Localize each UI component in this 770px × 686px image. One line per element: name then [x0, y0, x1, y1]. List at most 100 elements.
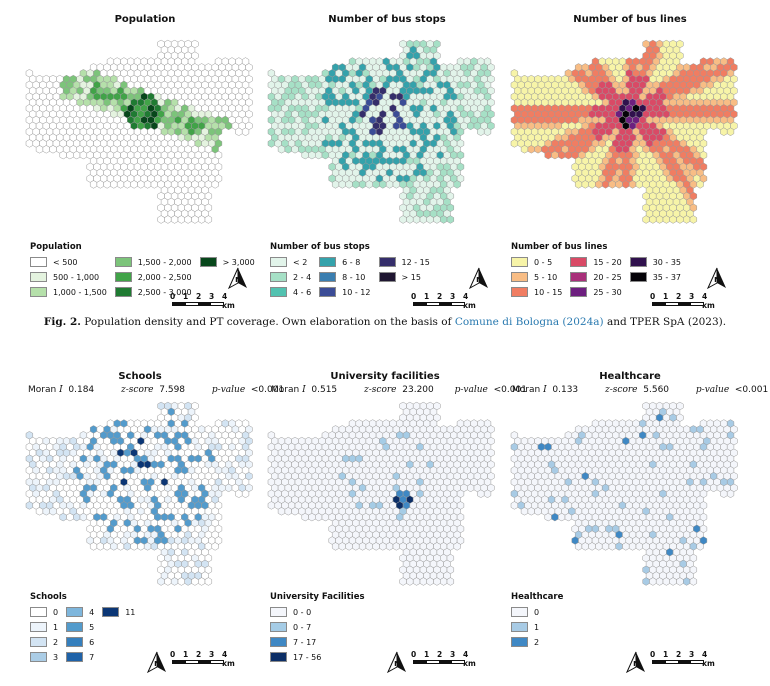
- hex-cell: [601, 542, 610, 551]
- hex-cell: [331, 542, 340, 551]
- legend-label: 1: [53, 622, 59, 632]
- hex-cell: [655, 577, 664, 586]
- bus-stops-hex-map: [267, 39, 495, 224]
- legend-swatch: [270, 287, 287, 297]
- legend-label: > 15: [401, 272, 421, 282]
- legend-label: 3: [53, 652, 59, 662]
- schools-moran-stats: Moran I 0.184 z-score 7.598 p-value <0.0…: [28, 385, 285, 395]
- hex-cell: [588, 542, 596, 551]
- legend-swatch: [511, 637, 528, 647]
- hex-cell: [204, 215, 213, 224]
- hex-cell: [477, 127, 485, 136]
- hex-cell: [372, 542, 380, 551]
- legend-item: 2,500 - 3,000: [114, 286, 192, 298]
- legend-swatch: [30, 637, 47, 647]
- hex-cell: [453, 542, 461, 551]
- legend-swatch: [378, 257, 396, 267]
- legend-title: Population: [30, 242, 82, 252]
- hex-cell: [669, 215, 677, 224]
- hex-cell: [683, 577, 691, 586]
- hex-cell: [440, 577, 448, 586]
- legend-item: 2 - 4: [270, 271, 311, 283]
- legend-item: 10 - 15: [511, 286, 562, 298]
- svg-text:N: N: [714, 276, 720, 284]
- hex-cell: [25, 139, 34, 148]
- legend-swatch: [114, 287, 132, 297]
- legend-swatch: [30, 652, 47, 662]
- hex-cell: [89, 180, 98, 189]
- hex-cell: [103, 180, 111, 189]
- hex-cell: [433, 577, 441, 586]
- hex-cell: [527, 507, 535, 516]
- hex-cell: [510, 501, 519, 510]
- hex-cell: [211, 180, 219, 189]
- hex-cell: [426, 215, 434, 224]
- legend-item: 0 - 0: [270, 606, 365, 618]
- map-title: Number of bus stops: [328, 14, 446, 25]
- hex-cell: [676, 215, 684, 224]
- hex-cell: [628, 542, 637, 551]
- legend-swatch: [511, 622, 528, 632]
- legend-item: 25 - 30: [570, 286, 622, 298]
- legend-label: 0 - 7: [293, 622, 312, 632]
- legend-item: 11: [102, 606, 135, 618]
- hex-cell: [73, 150, 81, 160]
- hex-cell: [73, 512, 81, 522]
- hex-cell: [89, 542, 98, 551]
- legend-title: Number of bus lines: [511, 242, 608, 252]
- legend-item: > 3,000: [199, 256, 255, 268]
- svg-text:N: N: [235, 276, 241, 284]
- hex-cell: [35, 145, 44, 154]
- hex-cell: [446, 577, 455, 586]
- hex-cell: [544, 150, 552, 160]
- north-arrow-icon: N: [146, 651, 166, 674]
- legend-swatch: [270, 622, 287, 632]
- legend-swatch: [319, 287, 337, 297]
- hex-cell: [453, 180, 461, 189]
- map-title-university: University facilities: [330, 371, 440, 382]
- hex-cell: [110, 542, 118, 551]
- legend-label: 0: [534, 607, 540, 617]
- legend-swatch: [199, 257, 217, 267]
- legend-label: 1: [534, 622, 540, 632]
- legend-item: 1: [511, 621, 563, 633]
- hex-cell: [150, 180, 158, 189]
- hex-cell: [510, 139, 519, 148]
- legend-item: 500 - 1,000: [30, 271, 107, 283]
- hex-cell: [406, 577, 414, 586]
- hex-cell: [683, 215, 691, 224]
- legend-swatch: [629, 272, 647, 282]
- legend-item: 6 - 8: [319, 256, 370, 268]
- hex-cell: [308, 150, 316, 160]
- legend-item: 20 - 25: [570, 271, 622, 283]
- university-moran-stats: Moran I 0.515 z-score 23.200 p-value <0.…: [271, 385, 527, 395]
- hex-cell: [191, 577, 199, 586]
- legend-swatch: [66, 652, 84, 662]
- legend-swatch: [114, 272, 132, 282]
- legend-swatch: [270, 652, 287, 662]
- hex-cell: [241, 127, 250, 136]
- hex-cell: [419, 577, 427, 586]
- hex-cell: [291, 145, 299, 154]
- bus-lines-hex-map: [510, 39, 738, 224]
- map-title: Number of bus lines: [573, 14, 687, 25]
- legend-items: < 2 2 - 4 4 - 6 6 - 8 8 - 10 10 - 12 12 - 15 > …: [270, 256, 430, 298]
- legend-label: 12 - 15: [401, 257, 430, 267]
- legend-item: 17 - 56: [270, 651, 365, 663]
- hex-cell: [338, 542, 346, 551]
- hex-cell: [358, 180, 367, 189]
- hex-cell: [177, 215, 185, 224]
- legend-label: 2: [534, 637, 540, 647]
- legend-swatch: [66, 637, 84, 647]
- caption-citation-link[interactable]: Comune di Bologna (2024a): [454, 316, 604, 328]
- hex-cell: [321, 512, 330, 522]
- legend-title: University Facilities: [270, 592, 365, 602]
- hex-cell: [564, 150, 573, 160]
- hex-cell: [689, 577, 698, 586]
- hex-cell: [301, 512, 309, 522]
- legend-item: < 2: [270, 256, 311, 268]
- hex-cell: [467, 121, 475, 131]
- healthcare-legend: Healthcare 0 1 2: [511, 592, 563, 648]
